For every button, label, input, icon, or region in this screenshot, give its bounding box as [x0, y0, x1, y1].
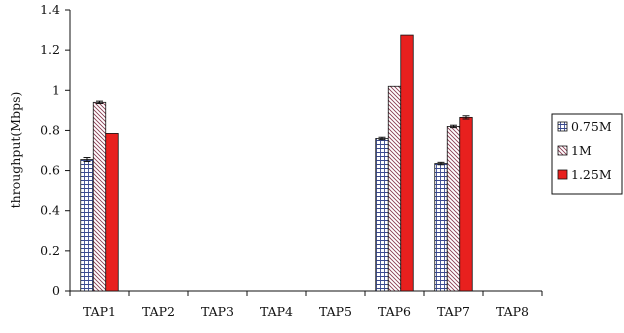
y-tick-label: 0	[52, 283, 60, 298]
y-tick-label: 0.6	[40, 163, 60, 178]
y-tick-label: 0.2	[40, 243, 60, 258]
legend-swatch-1M	[557, 145, 568, 156]
y-axis-title: throughput(Mbps)	[8, 92, 23, 209]
bar-0.75M-TAP7	[434, 163, 448, 292]
y-tick-label: 1.4	[40, 2, 60, 17]
legend-label: 1M	[571, 143, 592, 158]
bar-0.75M-TAP1	[80, 159, 94, 292]
bar-1.25M-TAP7	[459, 116, 473, 292]
x-tick-label: TAP4	[260, 304, 293, 319]
legend-label: 0.75M	[571, 119, 612, 134]
y-tick-label: 1.2	[40, 42, 60, 57]
bar-1M-TAP6	[387, 85, 402, 292]
bar-1M-TAP1	[92, 101, 107, 292]
x-ticks: TAP1 TAP2 TAP3 TAP4 TAP5 TAP6 TAP7 TAP8	[69, 291, 543, 319]
y-tick-label: 0.4	[40, 203, 60, 218]
bar-0.75M-TAP6	[375, 138, 389, 292]
legend-label: 1.25M	[571, 167, 612, 182]
bar-1.25M-TAP6	[400, 34, 414, 292]
x-tick-label: TAP8	[496, 304, 529, 319]
y-ticks: 0 0.2 0.4 0.6 0.8 1 1.2 1.4	[40, 2, 70, 298]
x-tick-label: TAP3	[201, 304, 234, 319]
x-tick-label: TAP2	[142, 304, 175, 319]
x-tick-label: TAP5	[319, 304, 352, 319]
y-tick-label: 0.8	[40, 122, 60, 137]
x-tick-label: TAP1	[83, 304, 116, 319]
legend-swatch-1.25M	[557, 169, 568, 180]
bar-1M-TAP7	[446, 126, 461, 292]
x-axis: TAP1 TAP2 TAP3 TAP4 TAP5 TAP6 TAP7 TAP8	[69, 290, 543, 319]
error-bars	[83, 100, 470, 166]
legend-swatch-0.75M	[557, 121, 568, 132]
bar-1.25M-TAP1	[105, 133, 119, 292]
bars	[80, 34, 473, 292]
legend: 0.75M 1M 1.25M	[551, 113, 623, 195]
y-axis: 0 0.2 0.4 0.6 0.8 1 1.2 1.4	[40, 2, 71, 298]
x-tick-label: TAP7	[437, 304, 470, 319]
x-tick-label: TAP6	[378, 304, 411, 319]
y-tick-label: 1	[52, 82, 60, 97]
